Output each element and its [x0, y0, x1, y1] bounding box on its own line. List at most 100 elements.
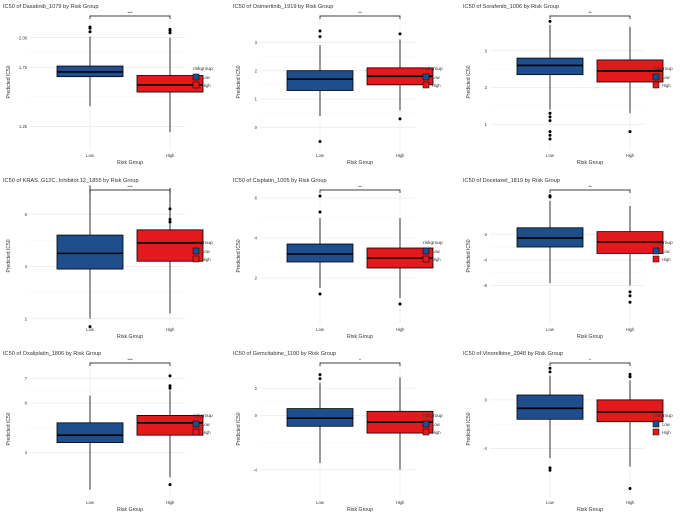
x-tick-label: High: [166, 500, 175, 505]
y-tick-label: -6: [483, 283, 487, 288]
chart-title: IC50 of Dasatinib_1079 by Risk Group: [3, 4, 98, 10]
y-axis-label: Predicted IC50: [236, 65, 242, 98]
significance-label: ***: [127, 11, 133, 16]
y-tick-label: 2: [255, 276, 258, 281]
y-axis-label: Predicted IC50: [6, 412, 12, 445]
legend-label: High: [202, 83, 211, 88]
legend-label: Low: [662, 249, 671, 254]
boxplot-panel: IC50 of Sorafenib_1006 by Risk Group Risk…: [463, 4, 673, 166]
significance-label: *: [589, 358, 591, 363]
legend-label: Low: [432, 75, 441, 80]
boxplot-panel: IC50 of Cisplatin_1005 by Risk Group Risk…: [233, 178, 443, 340]
significance-bracket: [549, 362, 631, 366]
legend-title: riskgroup: [653, 66, 673, 72]
legend-label: Low: [662, 422, 671, 427]
boxplot-panel: IC50 of Dasatinib_1079 by Risk Group Risk…: [3, 4, 213, 166]
outlier-point: [168, 217, 172, 221]
significance-label: *: [359, 358, 361, 363]
outlier-point: [168, 207, 172, 211]
outlier-point: [628, 375, 632, 379]
significance-bracket: [319, 189, 401, 193]
x-axis-label: Risk Group: [577, 334, 603, 340]
outlier-point: [168, 384, 172, 388]
x-axis-label: Risk Group: [577, 507, 603, 513]
legend-title: riskgroup: [653, 413, 673, 419]
y-axis-label: Predicted IC50: [6, 65, 12, 98]
outlier-point: [168, 386, 172, 390]
y-tick-label: 0: [255, 413, 258, 418]
y-tick-label: 6: [255, 196, 258, 201]
y-tick-label: 4: [25, 264, 28, 269]
x-tick-label: Low: [86, 327, 95, 332]
x-tick-label: High: [396, 500, 405, 505]
x-axis-label: Risk Group: [117, 334, 143, 340]
outlier-point: [318, 35, 322, 39]
box-high: [136, 229, 204, 262]
box-high: [596, 399, 664, 423]
x-tick-label: High: [396, 327, 405, 332]
boxplot-panel: IC50 of Docetaxel_1819 by Risk Group Risk…: [463, 178, 673, 340]
chart-title: IC50 of Docetaxel_1819 by Risk Group: [463, 178, 560, 184]
significance-label: ***: [127, 358, 133, 363]
x-axis-label: Risk Group: [347, 507, 373, 513]
x-tick-label: High: [626, 500, 635, 505]
legend-label: High: [432, 83, 441, 88]
y-axis-label: Predicted IC50: [466, 239, 472, 272]
legend-swatch-low: [192, 247, 200, 255]
legend-label: Low: [432, 422, 441, 427]
y-tick-label: 2: [25, 316, 28, 321]
legend-label: Low: [432, 249, 441, 254]
y-tick-label: 7: [25, 376, 28, 381]
legend-swatch-low: [192, 73, 200, 81]
significance-bracket: [549, 15, 631, 19]
chart-title: IC50 of Gemcitabine_1190 by Risk Group: [233, 351, 336, 357]
outlier-point: [318, 292, 322, 296]
legend-title: riskgroup: [193, 66, 213, 72]
box-low: [516, 394, 584, 420]
outlier-point: [88, 25, 92, 29]
legend-swatch-low: [652, 73, 660, 81]
significance-bracket: [89, 189, 171, 193]
x-tick-label: Low: [316, 327, 325, 332]
outlier-point: [628, 294, 632, 298]
outlier-point: [548, 194, 552, 198]
outlier-point: [398, 117, 402, 121]
outlier-point: [318, 140, 322, 143]
significance-label: **: [588, 185, 592, 190]
legend-label: Low: [202, 422, 211, 427]
outlier-point: [628, 300, 632, 304]
box-low: [516, 57, 584, 76]
y-tick-label: 1: [485, 122, 488, 127]
boxplot-panel: IC50 of Gemcitabine_1190 by Risk Group Ri…: [233, 351, 443, 513]
box-low: [56, 234, 124, 270]
significance-label: **: [358, 11, 362, 16]
outlier-point: [88, 325, 92, 329]
outlier-point: [168, 374, 172, 378]
legend-title: riskgroup: [423, 413, 443, 419]
outlier-point: [168, 31, 172, 35]
x-tick-label: Low: [316, 500, 325, 505]
legend-title: riskgroup: [193, 240, 213, 246]
outlier-point: [318, 210, 322, 214]
outlier-point: [548, 366, 552, 370]
outlier-point: [628, 487, 632, 490]
outlier-point: [548, 468, 552, 472]
x-tick-label: Low: [316, 153, 325, 158]
y-axis-label: Predicted IC50: [6, 239, 12, 272]
chart-title: IC50 of Cisplatin_1005 by Risk Group: [233, 178, 327, 184]
boxplot-panel: IC50 of Osimertinib_1919 by Risk Group Ri…: [233, 4, 443, 166]
significance-bracket: [319, 362, 401, 366]
y-axis-label: Predicted IC50: [466, 65, 472, 98]
boxplot-panel: IC50 of KRAS..G12C..Inhibitor.12_1855 by…: [3, 178, 213, 340]
legend-label: High: [662, 83, 671, 88]
legend-title: riskgroup: [423, 66, 443, 72]
outlier-point: [88, 30, 92, 34]
x-axis-label: Risk Group: [117, 160, 143, 166]
legend-swatch-high: [192, 255, 200, 263]
legend-title: riskgroup: [423, 240, 443, 246]
boxplot-panel: IC50 of Oxaliplatin_1806 by Risk Group Ri…: [3, 351, 213, 513]
legend-label: High: [202, 257, 211, 262]
outlier-point: [168, 220, 172, 224]
chart-title: IC50 of Vinorelbine_2048 by Risk Group: [463, 351, 563, 357]
y-tick-label: 0: [485, 398, 488, 403]
